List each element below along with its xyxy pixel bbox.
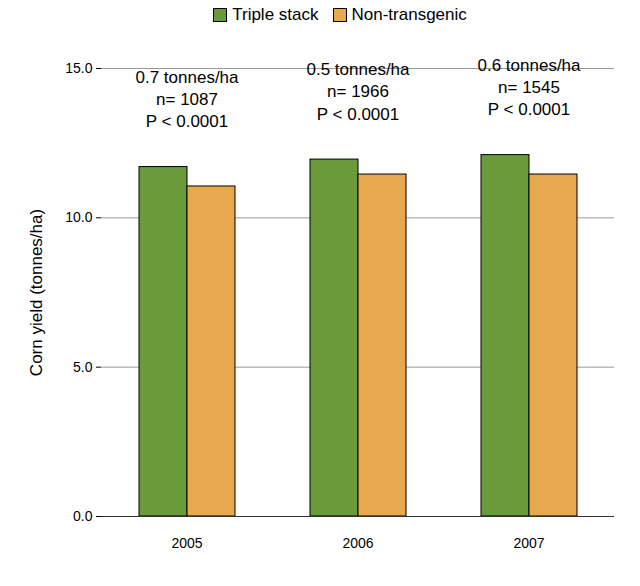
svg-text:2005: 2005 [171,535,202,551]
svg-text:10.0: 10.0 [65,209,92,225]
svg-text:0.5 tonnes/han= 1966P < 0.0001: 0.5 tonnes/han= 1966P < 0.0001 [306,60,410,123]
svg-text:15.0: 15.0 [65,60,92,76]
svg-text:0.6 tonnes/han= 1545P < 0.0001: 0.6 tonnes/han= 1545P < 0.0001 [477,56,581,119]
svg-text:2007: 2007 [513,535,544,551]
html-text:Triple stack: Triple stack [232,5,319,24]
html-text:Non-transgenic: Non-transgenic [351,5,467,24]
svg-text:0.7 tonnes/han= 1087P < 0.0001: 0.7 tonnes/han= 1087P < 0.0001 [135,68,239,131]
svg-text:5.0: 5.0 [73,359,93,375]
svg-text:2006: 2006 [342,535,373,551]
svg-text:0.0: 0.0 [73,508,93,524]
svg-text:Corn yield (tonnes/ha): Corn yield (tonnes/ha) [27,209,46,376]
